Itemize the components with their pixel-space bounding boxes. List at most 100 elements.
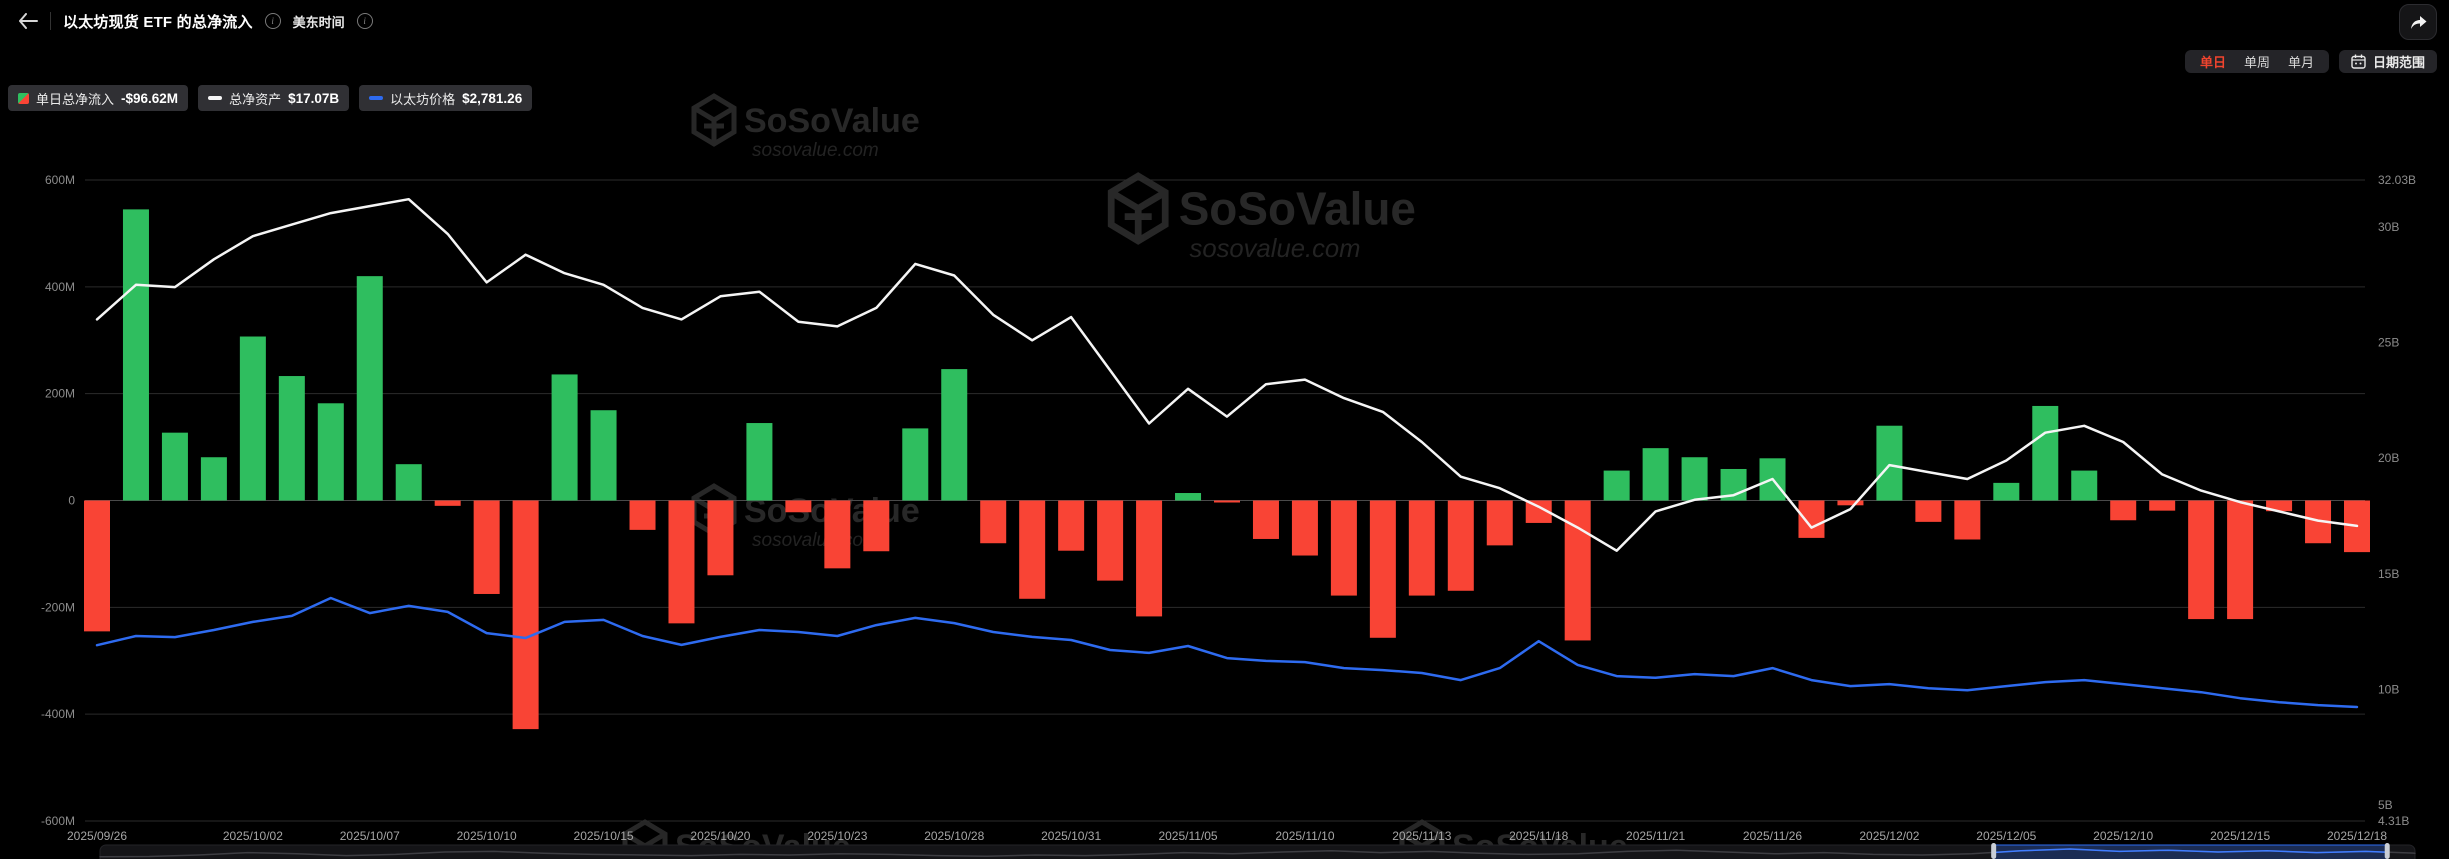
netflow-bar-2025/10/03[interactable] (278, 376, 305, 501)
total-assets-line (95, 197, 2359, 552)
navigator-right-handle[interactable] (2384, 843, 2390, 859)
page-title: 以太坊现货 ETF 的总净流入 (63, 13, 253, 31)
x-axis-tick-label: 2025/10/23 (807, 829, 867, 843)
netflow-bar-2025/10/20[interactable] (707, 500, 734, 576)
netflow-bar-2025/11/05[interactable] (1175, 493, 1202, 501)
netflow-bar-2025/10/07[interactable] (356, 276, 383, 501)
netflow-bar-2025/12/09[interactable] (2071, 470, 2098, 501)
left-axis-tick-label: 0 (68, 494, 75, 508)
share-button[interactable] (2399, 4, 2437, 40)
netflow-bar-2025/10/09[interactable] (434, 500, 461, 506)
netflow-bar-2025/12/12[interactable] (2188, 500, 2215, 620)
netflow-bar-2025/12/04[interactable] (1954, 500, 1981, 540)
netflow-bar-2025/12/15[interactable] (2227, 500, 2254, 620)
netflow-bar-2025/10/31[interactable] (1058, 500, 1085, 551)
left-axis-tick-label: -400M (41, 707, 75, 721)
netflow-bar-2025/10/21[interactable] (746, 423, 773, 501)
netflow-bar-2025/11/04[interactable] (1136, 500, 1163, 617)
netflow-bar-2025/09/26[interactable] (84, 500, 110, 632)
netflow-bar-2025/12/10[interactable] (2110, 500, 2137, 521)
netflow-bar-2025/12/01[interactable] (1837, 500, 1864, 506)
header: 以太坊现货 ETF 的总净流入 i 美东时间 i (18, 8, 373, 34)
title-info-icon[interactable]: i (264, 13, 281, 29)
legend-item-daily-netflow[interactable]: 单日总净流入 -$96.62M (8, 85, 189, 111)
netflow-bar-2025/09/29[interactable] (122, 209, 149, 501)
netflow-bar-2025/11/07[interactable] (1252, 500, 1279, 539)
date-range-label: 日期范围 (2372, 55, 2425, 70)
netflow-bar-2025/10/27[interactable] (902, 428, 929, 501)
netflow-bar-2025/12/05[interactable] (1993, 482, 2020, 501)
x-axis-tick-label: 2025/12/15 (2210, 829, 2270, 843)
netflow-bar-2025/11/03[interactable] (1097, 500, 1124, 581)
x-axis-tick-label: 2025/12/18 (2327, 829, 2387, 843)
tab-daily[interactable]: 单日 (2199, 55, 2226, 70)
netflow-bar-2025/10/16[interactable] (629, 500, 656, 530)
netflow-bar-2025/11/28[interactable] (1798, 500, 1825, 538)
netflow-bar-2025/12/03[interactable] (1915, 500, 1942, 522)
netflow-bar-2025/11/17[interactable] (1486, 500, 1513, 546)
netflow-bar-2025/10/06[interactable] (317, 403, 344, 501)
date-range-button[interactable]: 日期范围 (2338, 50, 2437, 73)
netflow-bar-2025/10/08[interactable] (395, 464, 422, 501)
legend-value: $2,781.26 (462, 90, 523, 106)
svg-text:SoSoValue: SoSoValue (1179, 183, 1416, 235)
netflow-bar-2025/11/20[interactable] (1603, 470, 1630, 501)
x-axis-tick-label: 2025/12/05 (1976, 829, 2036, 843)
legend-label: 以太坊价格 (390, 91, 456, 107)
x-axis-tick-label: 2025/11/13 (1392, 829, 1451, 843)
green-red-swatch-icon (18, 92, 29, 104)
netflow-bar-2025/10/24[interactable] (863, 500, 890, 552)
legend-item-total-assets[interactable]: 总净资产 $17.07B (198, 85, 350, 111)
netflow-bar-2025/10/17[interactable] (668, 500, 695, 624)
back-button[interactable] (18, 13, 38, 29)
timezone-label: 美东时间 (292, 14, 345, 30)
left-axis-tick-label: -600M (41, 814, 75, 828)
tab-monthly[interactable]: 单月 (2287, 55, 2314, 70)
legend-value: $17.07B (288, 90, 340, 106)
x-axis-tick-label: 2025/11/18 (1509, 829, 1568, 843)
netflow-bar-2025/12/16[interactable] (2266, 500, 2293, 512)
navigator-sparkline-selected (1993, 848, 2388, 854)
netflow-bar-2025/12/02[interactable] (1876, 425, 1903, 501)
netflow-bar-2025/11/11[interactable] (1330, 500, 1357, 596)
navigator-left-handle[interactable] (1991, 843, 1997, 859)
netflow-bar-2025/11/18[interactable] (1525, 500, 1552, 523)
netflow-bar-2025/10/15[interactable] (590, 410, 617, 501)
netflow-bar-2025/12/11[interactable] (2149, 500, 2176, 511)
netflow-bar-2025/11/21[interactable] (1642, 448, 1669, 501)
netflow-bar-2025/10/28[interactable] (941, 369, 968, 501)
netflow-bar-2025/10/23[interactable] (824, 500, 851, 569)
chart-controls: 单日 单周 单月 日期范围 (2184, 50, 2437, 73)
netflow-bar-2025/11/24[interactable] (1681, 457, 1708, 501)
legend-item-eth-price[interactable]: 以太坊价格 $2,781.26 (359, 85, 533, 111)
legend-value: -$96.62M (121, 90, 179, 106)
legend-label: 总净资产 (229, 91, 282, 107)
x-axis-tick-label: 2025/10/20 (690, 829, 750, 843)
timezone-info-icon[interactable]: i (356, 13, 373, 29)
netflow-bar-2025/11/10[interactable] (1291, 500, 1318, 556)
x-axis-tick-label: 2025/11/10 (1275, 829, 1334, 843)
netflow-bar-2025/10/01[interactable] (200, 457, 227, 501)
netflow-bar-2025/10/30[interactable] (1019, 500, 1046, 599)
netflow-bar-2025/12/08[interactable] (2032, 405, 2059, 501)
netflow-bar-2025/10/29[interactable] (980, 500, 1007, 544)
blue-dash-swatch-icon (369, 96, 384, 100)
legend: 单日总净流入 -$96.62M 总净资产 $17.07B 以太坊价格 $2,78… (8, 85, 533, 111)
netflow-bar-2025/10/22[interactable] (785, 500, 812, 513)
x-axis-tick-label: 2025/11/26 (1743, 829, 1802, 843)
netflow-bar-2025/11/06[interactable] (1214, 500, 1240, 503)
calendar-icon (2351, 54, 2366, 69)
netflow-bar-2025/11/13[interactable] (1408, 500, 1435, 596)
netflow-bar-2025/11/14[interactable] (1447, 500, 1474, 591)
netflow-bar-2025/10/13[interactable] (512, 500, 539, 730)
tab-weekly[interactable]: 单周 (2243, 55, 2270, 70)
netflow-bar-2025/10/14[interactable] (551, 374, 578, 501)
netflow-bar-2025/10/02[interactable] (239, 336, 266, 501)
netflow-bar-2025/11/12[interactable] (1369, 500, 1396, 638)
svg-text:sosovalue.com: sosovalue.com (752, 140, 879, 161)
netflow-bar-2025/10/10[interactable] (473, 500, 500, 594)
netflow-bar-2025/09/30[interactable] (161, 432, 188, 501)
